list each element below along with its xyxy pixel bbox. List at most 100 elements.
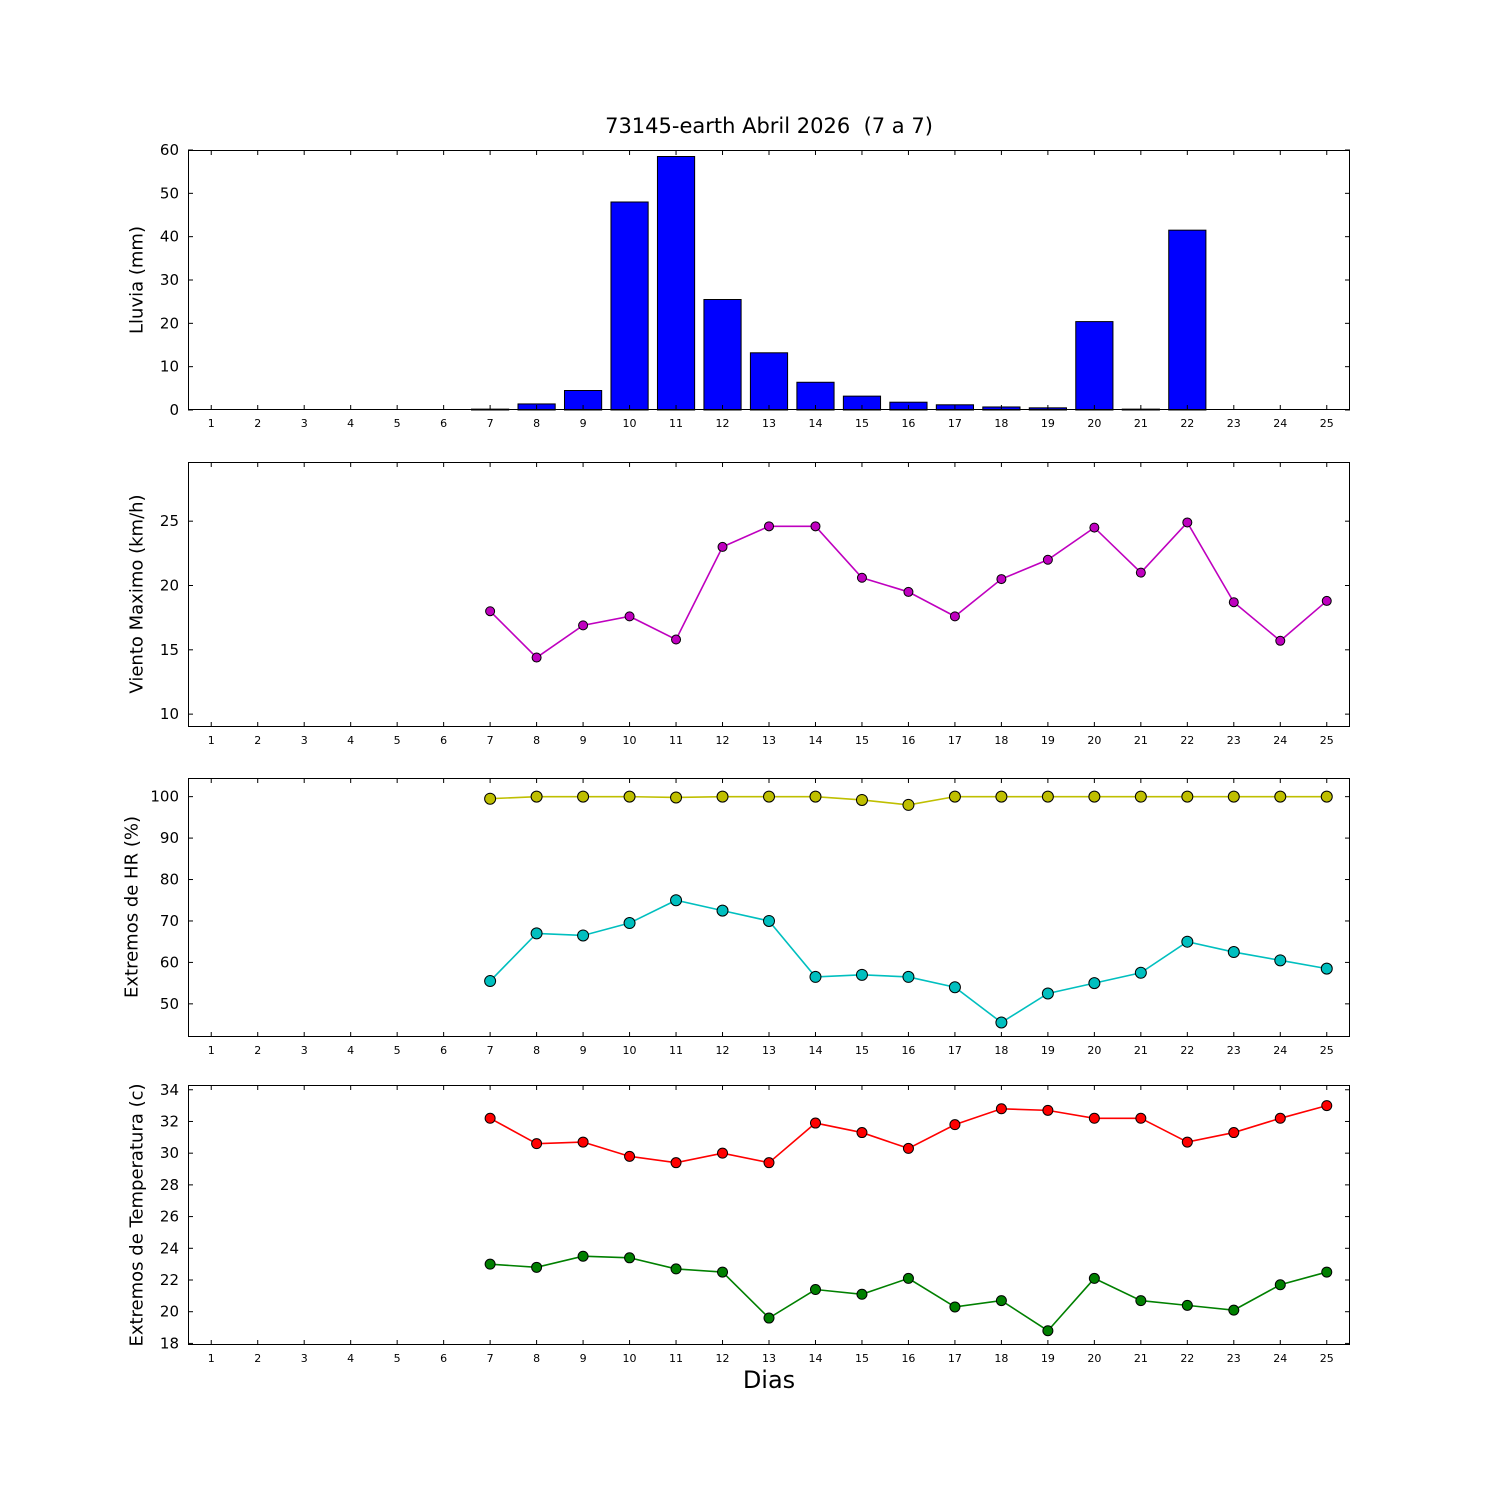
marker-temperatura-minima-day-16: [902, 1272, 914, 1284]
y-tick-label: 40: [160, 228, 179, 246]
marker-hr-minima-day-17: [948, 981, 961, 994]
x-tick-label: 22: [1180, 1352, 1194, 1365]
marker-temperatura-maxima-day-22: [1181, 1136, 1193, 1148]
x-tick-label: 23: [1227, 417, 1241, 430]
x-tick-label: 25: [1320, 417, 1334, 430]
x-axis-label: Dias: [742, 1366, 796, 1394]
marker-temperatura-maxima-day-24: [1274, 1112, 1286, 1124]
x-tick-label: 9: [580, 1044, 587, 1057]
x-tick-label: 1: [208, 1044, 215, 1057]
marker-temperatura-maxima-day-9: [577, 1136, 589, 1148]
marker-hr-maxima-day-16: [902, 798, 915, 811]
x-tick-label: 13: [762, 734, 776, 747]
x-tick-label: 3: [301, 1352, 308, 1365]
marker-temperatura-minima-day-23: [1228, 1304, 1240, 1316]
bar-day-11: [656, 156, 696, 411]
marker-hr-minima-day-23: [1227, 946, 1240, 959]
marker-temperatura-minima-day-20: [1088, 1272, 1100, 1284]
y-tick-label: 10: [160, 705, 179, 723]
y-tick-label: 60: [160, 141, 179, 159]
x-tick-label: 12: [716, 1352, 730, 1365]
x-tick-label: 7: [487, 734, 494, 747]
x-tick-label: 25: [1320, 734, 1334, 747]
marker-hr-maxima-day-12: [716, 790, 729, 803]
marker-temperatura-minima-day-8: [531, 1261, 543, 1273]
x-tick-label: 10: [623, 1044, 637, 1057]
x-tick-label: 23: [1227, 1352, 1241, 1365]
marker-hr-maxima-day-21: [1134, 790, 1147, 803]
y-tick-label: 70: [160, 912, 179, 930]
y-tick-label: 18: [160, 1334, 179, 1352]
y-tick-label: 26: [160, 1208, 179, 1226]
y-tick-label: 25: [160, 512, 179, 530]
marker-viento-maximo-day-21: [1135, 567, 1146, 578]
x-tick-label: 15: [855, 1044, 869, 1057]
x-tick-label: 4: [347, 734, 354, 747]
marker-temperatura-maxima-day-23: [1228, 1127, 1240, 1139]
x-tick-label: 15: [855, 417, 869, 430]
series-viento-maximo: [485, 517, 1332, 663]
y-tick-label: 20: [160, 1303, 179, 1321]
x-tick-label: 8: [533, 417, 540, 430]
marker-temperatura-maxima-day-11: [670, 1157, 682, 1169]
x-tick-label: 11: [669, 734, 683, 747]
marker-viento-maximo-day-7: [485, 606, 496, 617]
x-tick-label: 12: [716, 734, 730, 747]
marker-temperatura-maxima-day-12: [717, 1147, 729, 1159]
x-tick-label: 19: [1041, 1044, 1055, 1057]
marker-hr-minima-day-8: [530, 927, 543, 940]
marker-hr-maxima-day-7: [484, 792, 497, 805]
y-tick-label: 50: [160, 995, 179, 1013]
x-tick-label: 14: [808, 417, 822, 430]
marker-hr-minima-day-21: [1134, 966, 1147, 979]
y-tick-label: 0: [169, 401, 179, 419]
x-tick-label: 11: [669, 417, 683, 430]
marker-hr-maxima-day-19: [1041, 790, 1054, 803]
x-tick-label: 21: [1134, 734, 1148, 747]
y-tick-label: 24: [160, 1239, 179, 1257]
marker-viento-maximo-day-14: [810, 521, 821, 532]
marker-hr-maxima-day-11: [670, 791, 683, 804]
axes: 1 2 3 4 5 6 7 8 9 10 11 12 13 14 15 16 17 18 19 20 21 22 23 24 2…: [160, 462, 1350, 747]
x-tick-label: 3: [301, 417, 308, 430]
series-temperatura-minima: [484, 1250, 1333, 1337]
y-tick-label: 15: [160, 641, 179, 659]
marker-hr-minima-day-22: [1181, 935, 1194, 948]
marker-temperatura-maxima-day-16: [902, 1142, 914, 1154]
x-tick-label: 6: [440, 417, 447, 430]
marker-hr-minima-day-16: [902, 970, 915, 983]
x-tick-label: 4: [347, 417, 354, 430]
marker-hr-minima-day-24: [1274, 954, 1287, 967]
marker-viento-maximo-day-15: [856, 572, 867, 583]
marker-hr-minima-day-14: [809, 970, 822, 983]
x-tick-label: 14: [808, 734, 822, 747]
x-tick-label: 9: [580, 734, 587, 747]
marker-temperatura-minima-day-14: [809, 1284, 821, 1296]
x-tick-label: 17: [948, 1044, 962, 1057]
figure-title: 73145-earth Abril 2026 (7 a 7): [605, 114, 933, 138]
x-tick-label: 16: [901, 734, 915, 747]
marker-viento-maximo-day-18: [996, 574, 1007, 585]
y-tick-label: 28: [160, 1176, 179, 1194]
plot-frame: [188, 150, 1350, 410]
x-tick-label: 3: [301, 1044, 308, 1057]
series-temperatura-maxima: [484, 1100, 1333, 1169]
marker-temperatura-minima-day-9: [577, 1250, 589, 1262]
ylabel-lluvia: Lluvia (mm): [126, 226, 148, 334]
y-tick-label: 90: [160, 829, 179, 847]
x-tick-label: 18: [994, 1352, 1008, 1365]
marker-temperatura-minima-day-22: [1181, 1299, 1193, 1311]
x-tick-label: 3: [301, 734, 308, 747]
x-tick-label: 10: [623, 417, 637, 430]
marker-temperatura-maxima-day-20: [1088, 1112, 1100, 1124]
x-tick-label: 19: [1041, 734, 1055, 747]
marker-temperatura-maxima-day-19: [1042, 1104, 1054, 1116]
marker-hr-maxima-day-18: [995, 790, 1008, 803]
x-tick-label: 24: [1273, 734, 1287, 747]
marker-temperatura-minima-day-12: [717, 1266, 729, 1278]
x-tick-label: 2: [254, 734, 261, 747]
marker-hr-maxima-day-13: [763, 790, 775, 803]
x-tick-label: 2: [254, 1352, 261, 1365]
x-tick-label: 18: [994, 1044, 1008, 1057]
marker-temperatura-minima-day-19: [1042, 1325, 1054, 1337]
